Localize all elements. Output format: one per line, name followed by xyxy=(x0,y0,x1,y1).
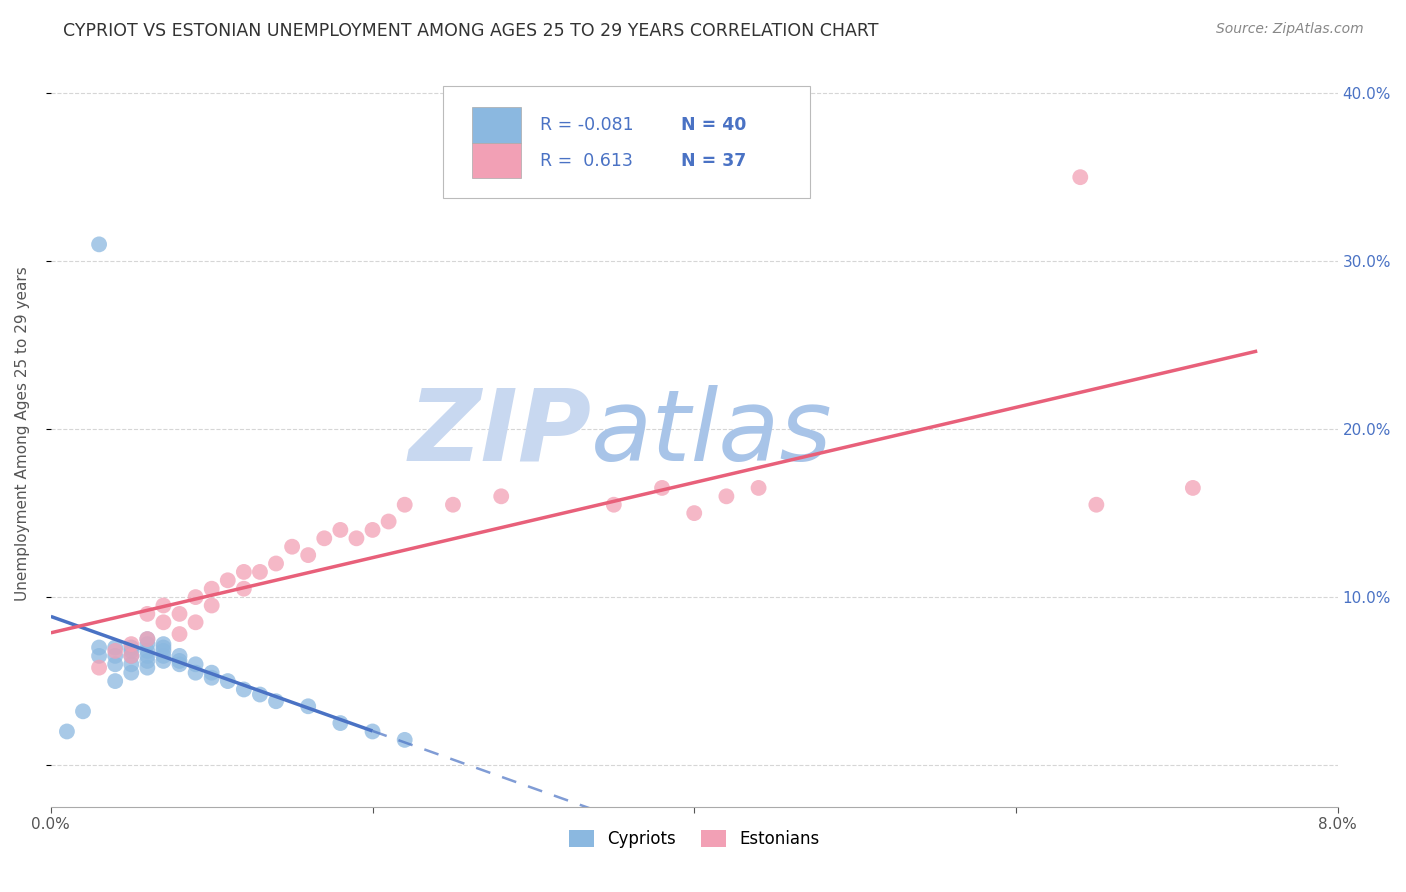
Point xyxy=(201,665,224,680)
Point xyxy=(152,644,174,658)
Point xyxy=(104,640,127,655)
Point xyxy=(264,557,287,571)
Point xyxy=(346,531,368,545)
Point xyxy=(249,565,271,579)
Point xyxy=(136,660,159,674)
FancyBboxPatch shape xyxy=(443,86,810,198)
Point xyxy=(297,699,319,714)
Point xyxy=(232,582,254,596)
Point xyxy=(120,637,142,651)
Point xyxy=(169,607,191,621)
Point xyxy=(232,565,254,579)
Point xyxy=(120,640,142,655)
Legend: Cypriots, Estonians: Cypriots, Estonians xyxy=(562,823,827,855)
Point xyxy=(184,657,207,672)
Point xyxy=(184,665,207,680)
Point xyxy=(377,515,399,529)
Point xyxy=(232,682,254,697)
Point xyxy=(169,654,191,668)
Point xyxy=(716,489,738,503)
Point xyxy=(169,657,191,672)
Point xyxy=(120,648,142,663)
Point xyxy=(184,590,207,604)
Point xyxy=(169,627,191,641)
Point xyxy=(87,640,110,655)
Point xyxy=(136,607,159,621)
Text: CYPRIOT VS ESTONIAN UNEMPLOYMENT AMONG AGES 25 TO 29 YEARS CORRELATION CHART: CYPRIOT VS ESTONIAN UNEMPLOYMENT AMONG A… xyxy=(63,22,879,40)
Point xyxy=(748,481,770,495)
Point xyxy=(152,640,174,655)
Point xyxy=(184,615,207,630)
Point xyxy=(201,671,224,685)
Text: R = -0.081: R = -0.081 xyxy=(540,116,634,134)
Point xyxy=(120,644,142,658)
Point xyxy=(329,716,352,731)
FancyBboxPatch shape xyxy=(471,107,520,143)
Point xyxy=(297,548,319,562)
Point xyxy=(394,498,416,512)
Point xyxy=(136,648,159,663)
Text: N = 40: N = 40 xyxy=(682,116,747,134)
Point xyxy=(1085,498,1108,512)
Point xyxy=(136,644,159,658)
Point xyxy=(441,498,464,512)
Point xyxy=(281,540,304,554)
Point xyxy=(136,632,159,646)
Point xyxy=(152,615,174,630)
Y-axis label: Unemployment Among Ages 25 to 29 years: Unemployment Among Ages 25 to 29 years xyxy=(15,266,30,600)
Point xyxy=(489,489,512,503)
Point xyxy=(120,665,142,680)
Point xyxy=(683,506,706,520)
Text: atlas: atlas xyxy=(592,384,832,482)
Point xyxy=(72,704,94,718)
Text: Source: ZipAtlas.com: Source: ZipAtlas.com xyxy=(1216,22,1364,37)
Point xyxy=(1181,481,1204,495)
Point xyxy=(104,674,127,689)
Point xyxy=(217,674,239,689)
Point xyxy=(104,644,127,658)
Point xyxy=(136,654,159,668)
Point xyxy=(603,498,626,512)
Point xyxy=(56,724,79,739)
Point xyxy=(120,648,142,663)
Point xyxy=(217,574,239,588)
Point xyxy=(201,582,224,596)
Point xyxy=(136,632,159,646)
Point xyxy=(87,237,110,252)
Text: N = 37: N = 37 xyxy=(682,152,747,169)
Point xyxy=(152,599,174,613)
Point xyxy=(104,648,127,663)
Text: ZIP: ZIP xyxy=(408,384,592,482)
Point xyxy=(136,637,159,651)
Point xyxy=(87,648,110,663)
Point xyxy=(361,724,384,739)
Point xyxy=(249,688,271,702)
Point xyxy=(169,648,191,663)
Text: R =  0.613: R = 0.613 xyxy=(540,152,633,169)
Point xyxy=(152,637,174,651)
Point xyxy=(394,732,416,747)
Point xyxy=(329,523,352,537)
Point xyxy=(314,531,336,545)
Point xyxy=(152,654,174,668)
Point xyxy=(361,523,384,537)
Point xyxy=(120,657,142,672)
Point xyxy=(1069,170,1091,185)
FancyBboxPatch shape xyxy=(471,143,520,178)
Point xyxy=(264,694,287,708)
Point xyxy=(201,599,224,613)
Point xyxy=(87,660,110,674)
Point xyxy=(152,648,174,663)
Point xyxy=(104,657,127,672)
Point xyxy=(651,481,673,495)
